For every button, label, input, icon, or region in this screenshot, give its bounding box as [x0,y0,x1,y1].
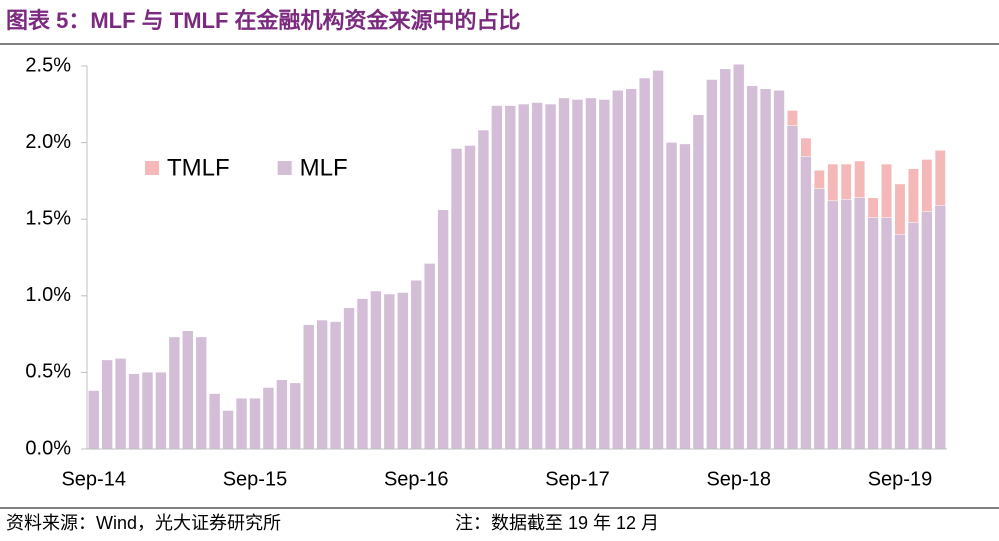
bar [88,390,99,449]
bar [209,393,220,449]
bar [491,105,503,449]
bar [827,200,838,449]
bar [894,234,906,449]
bar [854,160,866,199]
bar [867,197,879,218]
bar [169,337,180,449]
chart-title: 图表 5：MLF 与 TMLF 在金融机构资金来源中的占比 [6,8,521,33]
bar [908,222,919,449]
bar [921,159,933,212]
bar [330,321,341,449]
bar [854,197,865,449]
bar [827,163,839,202]
bar [384,294,395,449]
bar [411,280,422,449]
bar [236,398,247,449]
bar [720,69,731,450]
bar [867,217,879,449]
bar [370,291,382,449]
bar [666,142,677,449]
bar [746,85,758,449]
bar [881,163,892,218]
bar [921,211,933,449]
bar [626,88,637,449]
note: 注：数据截至 19 年 12 月 [455,513,659,533]
bar [881,217,892,449]
y-tick-label: 2.0% [25,131,71,153]
bar [894,183,906,235]
bar [706,79,718,450]
bar [437,210,449,449]
source: 资料来源：Wind，光大证券研究所 [6,513,281,533]
bar [424,263,435,449]
y-tick-label: 1.0% [25,284,71,306]
bar [760,88,771,449]
bar [773,90,785,450]
bar [841,199,852,449]
y-tick-label: 1.5% [25,207,71,229]
bar [813,169,825,189]
bar [263,387,274,449]
bar [787,110,798,126]
bar [558,98,570,449]
bar [249,398,261,449]
bar [787,125,798,450]
bar [397,292,408,449]
bar [531,102,543,449]
legend-swatch [277,161,292,175]
legend-label: TMLF [167,154,230,181]
bar [599,99,610,449]
bar [276,380,288,449]
bar [101,360,113,449]
x-tick-label: Sep-17 [545,468,610,490]
legend-swatch [145,161,159,175]
bar [196,337,207,449]
bar [840,163,852,200]
bar [800,137,812,157]
bar [155,372,167,449]
bar [572,99,583,449]
x-tick-label: Sep-14 [61,468,126,490]
x-tick-label: Sep-19 [868,468,933,490]
x-tick-label: Sep-18 [706,468,771,490]
bar [585,98,597,449]
bar [357,298,368,449]
y-tick-label: 0.0% [25,437,71,459]
bar [464,145,476,449]
bar [612,90,623,450]
bar [800,156,812,449]
bar [290,383,301,449]
bar [935,205,946,449]
bar [303,324,314,449]
bar [693,115,704,450]
bar [142,372,153,449]
bar [451,148,462,449]
bar [505,105,516,449]
bar [545,104,556,450]
bar [343,308,355,449]
bar [518,104,529,450]
bar [316,320,328,449]
bar [934,150,946,206]
legend-label: MLF [300,154,348,181]
y-tick-label: 2.5% [25,54,71,76]
bar [115,358,126,449]
bar [128,373,140,449]
bar [639,78,650,450]
bar [907,168,919,223]
x-tick-label: Sep-15 [223,468,288,490]
y-tick-label: 0.5% [25,361,71,383]
x-tick-label: Sep-16 [384,468,449,490]
bar [679,144,691,449]
bar [814,188,825,449]
bar [222,410,234,449]
bar [652,70,664,449]
bar [182,331,193,449]
bar [733,64,744,449]
bar [478,130,489,449]
